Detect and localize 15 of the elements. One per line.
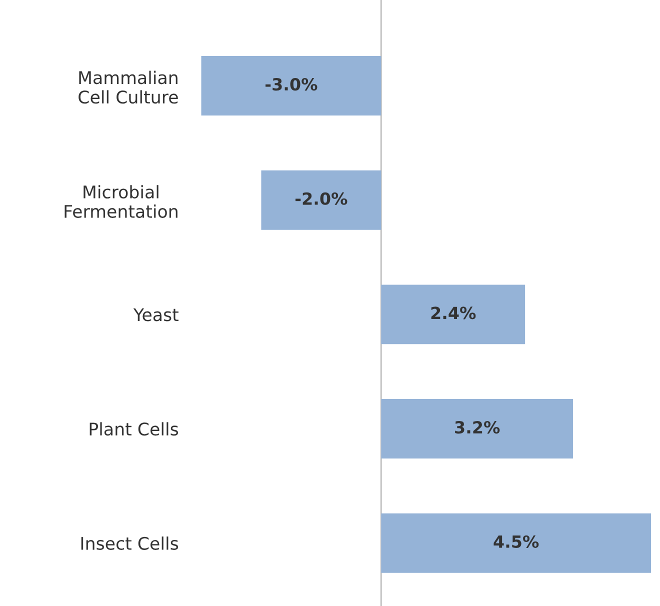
y-tick-label: Yeast: [133, 308, 178, 322]
data-label: 4.5%: [494, 535, 539, 548]
bar: [381, 513, 652, 573]
data-label: -2.0%: [296, 192, 348, 205]
bar: [381, 399, 574, 458]
y-tick-label: Plant Cells: [90, 422, 178, 436]
y-tick-label: Mammalian Cell Culture: [78, 70, 178, 104]
data-label: 2.4%: [431, 306, 476, 320]
data-label: 3.2%: [455, 421, 500, 434]
y-tick-label: Insect Cells: [81, 536, 178, 550]
bar: [381, 284, 526, 344]
y-tick-label: Microbial Fermentation: [64, 185, 178, 218]
bar: [201, 56, 382, 116]
data-label: -3.0%: [266, 78, 318, 91]
bar: [261, 170, 382, 230]
